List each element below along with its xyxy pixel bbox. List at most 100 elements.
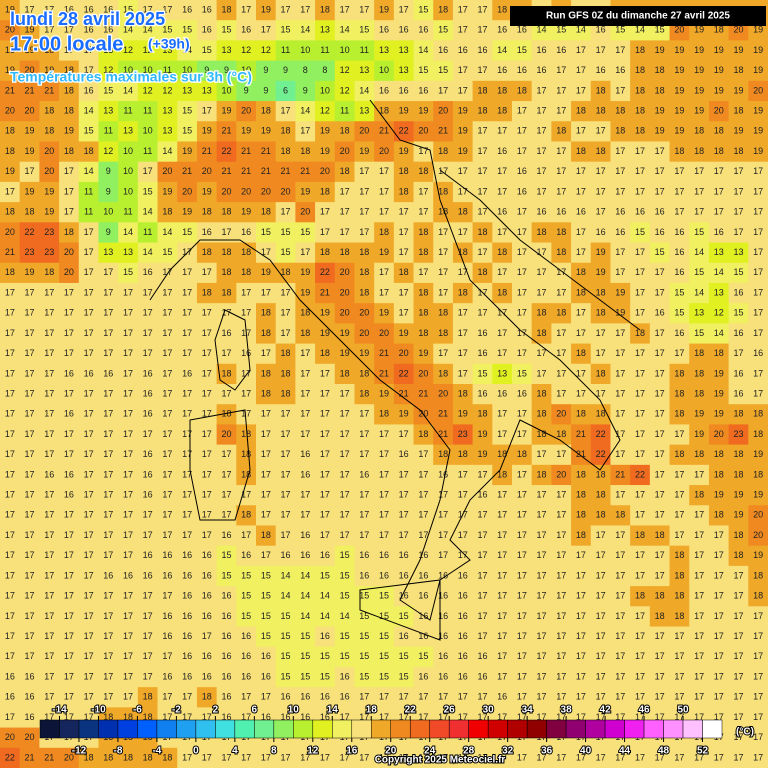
cell-value: 19 [458, 126, 468, 136]
cell [236, 80, 257, 102]
cell-value: 17 [5, 631, 15, 641]
cell-value: 17 [103, 469, 113, 479]
cell-value: 19 [399, 106, 409, 116]
cell-value: 16 [241, 348, 251, 358]
cell-value: 17 [340, 429, 350, 439]
cell-value: 17 [694, 530, 704, 540]
cell-value: 16 [84, 4, 94, 14]
cell [669, 60, 690, 82]
cell [393, 40, 415, 62]
cell-value: 17 [143, 308, 153, 318]
cell [216, 161, 237, 183]
cell [334, 40, 356, 62]
cell [196, 262, 218, 284]
cell-value: 17 [379, 429, 389, 439]
cell-value: 17 [635, 186, 645, 196]
cell-value: 17 [438, 287, 448, 297]
cell-value: 17 [143, 429, 153, 439]
cell-value: 14 [162, 146, 172, 156]
cell [78, 282, 100, 304]
cell-value: 17 [517, 429, 527, 439]
cell-value: 16 [202, 4, 212, 14]
cell-value: 17 [103, 267, 113, 277]
cell-value: 17 [497, 570, 507, 580]
cell-value: 17 [438, 85, 448, 95]
cell-value: 19 [399, 146, 409, 156]
cell-value: 18 [655, 65, 665, 75]
cell-value: 17 [340, 490, 350, 500]
cell [256, 40, 277, 62]
cell-value: 19 [418, 348, 428, 358]
cell-value: 17 [5, 388, 15, 398]
cell-value: 18 [202, 692, 212, 702]
cell-value: 17 [596, 166, 606, 176]
cell [98, 262, 119, 284]
cell-value: 20 [359, 328, 369, 338]
cell-value: 17 [84, 469, 94, 479]
cell-value: 18 [143, 752, 153, 762]
cell [118, 40, 139, 62]
cell [531, 222, 552, 244]
cell-value: 17 [103, 308, 113, 318]
legend-label: 44 [619, 746, 631, 757]
cell [610, 60, 631, 82]
cell-value: 17 [281, 207, 291, 217]
subtitle: Températures maximales sur 3h (°C) [10, 69, 252, 85]
cell-value: 17 [162, 368, 172, 378]
cell-value: 14 [162, 227, 172, 237]
cell-value: 17 [261, 247, 271, 257]
cell-value: 18 [635, 45, 645, 55]
cell-value: 17 [615, 85, 625, 95]
cell-value: 17 [556, 449, 566, 459]
cell-value: 19 [674, 65, 684, 75]
cell [78, 222, 100, 244]
cell-value: 21 [576, 429, 586, 439]
cell-value: 17 [123, 651, 133, 661]
cell-value: 16 [477, 328, 487, 338]
cell-value: 16 [458, 45, 468, 55]
cell [196, 303, 218, 324]
cell-value: 17 [399, 490, 409, 500]
cell [216, 222, 237, 244]
cell-value: 17 [635, 692, 645, 702]
cell-value: 18 [576, 409, 586, 419]
cell-value: 17 [84, 388, 94, 398]
cell-value: 17 [143, 671, 153, 681]
cell-value: 17 [261, 510, 271, 520]
cell-value: 14 [300, 591, 310, 601]
cell-value: 17 [537, 570, 547, 580]
cell-value: 16 [458, 651, 468, 661]
cell [708, 222, 730, 244]
cell-value: 17 [359, 186, 369, 196]
cell-value: 17 [162, 591, 172, 601]
cell-value: 16 [84, 368, 94, 378]
cell-value: 13 [103, 45, 113, 55]
cell-value: 16 [438, 671, 448, 681]
cell [708, 101, 730, 122]
cell-value: 16 [202, 25, 212, 35]
cell [315, 40, 336, 62]
cell-value: 17 [635, 429, 645, 439]
cell [118, 141, 139, 163]
cell-value: 18 [162, 752, 172, 762]
legend-label: 40 [580, 746, 592, 757]
cell-value: 19 [25, 186, 35, 196]
cell-value: 19 [753, 45, 763, 55]
cell [78, 101, 100, 122]
cell [177, 20, 198, 42]
cell-value: 18 [674, 591, 684, 601]
cell [118, 262, 139, 284]
cell-value: 15 [241, 591, 251, 601]
cell-value: 17 [340, 530, 350, 540]
cell-value: 17 [438, 247, 448, 257]
cell-value: 15 [635, 227, 645, 237]
cell-value: 17 [44, 671, 54, 681]
cell-value: 17 [143, 348, 153, 358]
cell [452, 0, 474, 21]
legend-swatch [448, 719, 469, 739]
cell [196, 242, 218, 264]
cell-value: 17 [714, 752, 724, 762]
cell-value: 16 [64, 490, 74, 500]
cell-value: 12 [714, 308, 724, 318]
cell-value: 17 [477, 25, 487, 35]
